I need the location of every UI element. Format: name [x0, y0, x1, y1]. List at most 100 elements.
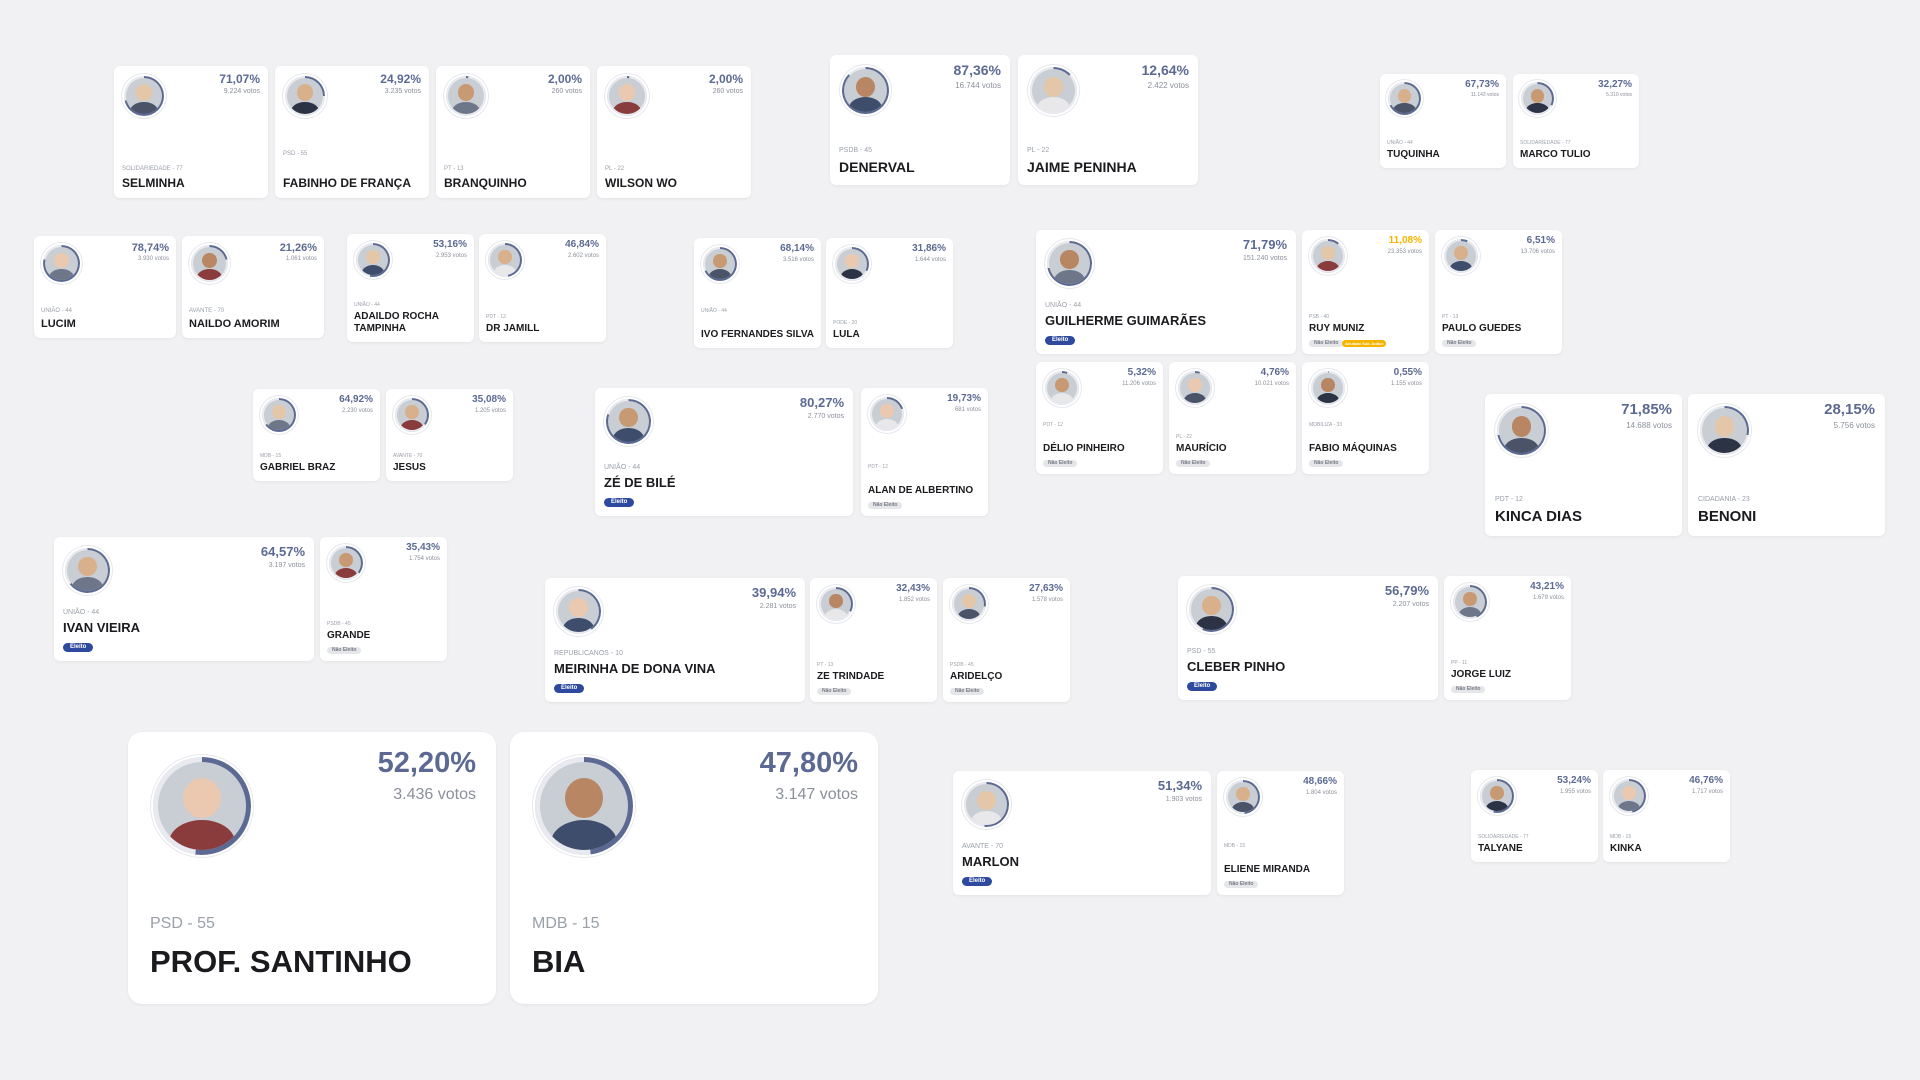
party-number: MDB - 15	[1224, 843, 1246, 849]
photo-face	[829, 594, 843, 609]
candidate-card-drjamill[interactable]: 46,84% 2.602 votos DR JAMILL PDT - 12	[479, 234, 606, 342]
candidate-card-lucim[interactable]: 78,74% 3.930 votos LUCIM UNIÃO - 44	[34, 236, 176, 338]
party-number: MDB - 15	[1610, 834, 1632, 840]
photo-face	[366, 250, 380, 265]
vote-share-ring	[1497, 406, 1546, 455]
vote-share-ring	[703, 247, 737, 281]
photo-placeholder	[954, 589, 984, 619]
candidate-card-trindade[interactable]: 32,43% 1.852 votos Não Eleito ZE TRINDADE PT…	[810, 578, 937, 702]
photo-face	[1321, 378, 1335, 393]
photo-shirt	[849, 97, 882, 112]
photo-shirt	[1053, 270, 1086, 284]
candidate-name: PAULO GUEDES	[1442, 323, 1522, 334]
photo-shirt	[1458, 606, 1482, 617]
candidate-card-kinka[interactable]: 46,76% 1.717 votos KINKA MDB - 15	[1603, 770, 1730, 862]
candidate-photo	[1480, 779, 1514, 813]
vote-count: 10.021 votos	[1254, 381, 1289, 387]
vote-share-ring	[285, 76, 325, 116]
candidate-card-grande[interactable]: 35,43% 1.754 votos Não Eleito GRANDE PSDB - …	[320, 537, 447, 661]
photo-face	[1531, 89, 1544, 103]
candidate-card-marlon[interactable]: 51,34% 1.903 votos Eleito MARLON AVANTE - 70	[953, 771, 1211, 895]
candidate-card-mauricio[interactable]: 4,76% 10.021 votos Não Eleito MAURÍCIO PL - …	[1169, 362, 1296, 474]
vote-percentage: 24,92%	[380, 72, 421, 86]
candidate-card-selminha[interactable]: 71,07% 9.224 votos SELMINHA SOLIDARIEDADE -…	[114, 66, 268, 198]
candidate-name: DENERVAL	[839, 159, 915, 176]
vote-count: 2.953 votos	[435, 253, 467, 259]
vote-count: 2.281 votos	[759, 603, 796, 610]
candidate-card-bia[interactable]: 47,80% 3.147 votos BIA MDB - 15	[510, 732, 878, 1004]
photo-placeholder	[448, 78, 484, 114]
photo-placeholder	[1702, 408, 1747, 453]
eleito-badge: Eleito	[63, 643, 94, 652]
candidate-card-guilherme[interactable]: 71,79% 151.240 votos Eleito GUILHERME GUIMA…	[1036, 230, 1296, 354]
candidate-photo	[1311, 371, 1345, 405]
candidate-name: CLEBER PINHO	[1187, 659, 1286, 675]
photo-placeholder	[844, 69, 887, 112]
candidate-card-naildo[interactable]: 21,26% 1.061 votos NAILDO AMORIM AVANTE - 7…	[182, 236, 324, 338]
candidate-card-tuquinha[interactable]: 67,73% 11.143 votos TUQUINHA UNIÃO - 44	[1380, 74, 1506, 168]
candidate-card-zedebile[interactable]: 80,27% 2.770 votos Eleito ZÉ DE BILÉ UNIÃO -…	[595, 388, 853, 516]
candidate-card-meirinha[interactable]: 39,94% 2.281 votos Eleito MEIRINHA DE DONA …	[545, 578, 805, 702]
candidate-card-branquinho[interactable]: 2,00% 260 votos BRANQUINHO PT - 13	[436, 66, 590, 198]
photo-placeholder	[45, 247, 78, 280]
vote-percentage: 87,36%	[953, 62, 1001, 78]
vote-share-ring	[606, 399, 651, 444]
candidate-card-ivan[interactable]: 64,57% 3.197 votos Eleito IVAN VIEIRA UNIÃO …	[54, 537, 314, 661]
vote-percentage: 2,00%	[547, 72, 582, 86]
photo-shirt	[400, 419, 424, 430]
candidate-card-benoni[interactable]: 28,15% 5.756 votos BENONI CIDADANIA - 23	[1688, 394, 1885, 536]
candidate-photo	[446, 76, 486, 116]
candidate-card-kinca[interactable]: 71,85% 14.688 votos KINCA DIAS PDT - 12	[1485, 394, 1682, 536]
party-number: MDB - 15	[260, 453, 282, 459]
candidate-name: TUQUINHA	[1387, 149, 1440, 160]
eleito-badge: Eleito	[1045, 336, 1076, 345]
candidate-photo	[1030, 67, 1077, 114]
candidate-card-fabio[interactable]: 0,55% 1.155 votos Não Eleito FABIO MÁQUINAS…	[1302, 362, 1429, 474]
candidate-card-paulo[interactable]: 6,51% 13.706 votos Não Eleito PAULO GUEDES P…	[1435, 230, 1562, 354]
candidate-card-cleber[interactable]: 56,79% 2.207 votos Eleito CLEBER PINHO PSD -…	[1178, 576, 1438, 700]
candidate-name: FABINHO DE FRANÇA	[283, 175, 411, 190]
vote-count: 14.688 votos	[1626, 421, 1672, 430]
photo-shirt	[708, 268, 732, 279]
candidate-card-jesus[interactable]: 35,08% 1.205 votos JESUS AVANTE - 70	[386, 389, 513, 481]
candidate-card-lula[interactable]: 31,86% 1.644 votos LULA PODE - 20	[826, 238, 953, 348]
candidate-card-ivo[interactable]: 68,14% 3.516 votos IVO FERNANDES SILVA UNIÃ…	[694, 238, 821, 348]
candidate-card-jorge[interactable]: 43,21% 1.679 votos Não Eleito JORGE LUIZ PP …	[1444, 576, 1571, 700]
candidate-name: LUCIM	[41, 317, 76, 330]
photo-placeholder	[490, 245, 520, 275]
candidate-card-eliene[interactable]: 48,66% 1.804 votos Não Eleito ELIENE MIRAND…	[1217, 771, 1344, 895]
candidate-card-wilson[interactable]: 2,00% 260 votos WILSON WO PL - 22	[597, 66, 751, 198]
eleito-badge: Eleito	[962, 877, 993, 886]
party-number: PDT - 12	[1043, 422, 1063, 428]
candidate-name: WILSON WO	[605, 175, 677, 190]
candidate-photo	[1189, 587, 1234, 632]
photo-shirt	[1485, 800, 1509, 811]
photo-face	[845, 254, 859, 269]
candidate-card-alan[interactable]: 19,73% 681 votos Não Eleito ALAN DE ALBERTI…	[861, 388, 988, 516]
photo-placeholder	[1499, 408, 1544, 453]
vote-count: 1.955 votos	[1559, 789, 1591, 795]
photo-shirt	[562, 618, 595, 632]
nao-eleito-badge: Não Eleito	[1451, 686, 1486, 693]
candidate-card-denerval[interactable]: 87,36% 16.744 votos DENERVAL PSDB - 45	[830, 55, 1010, 185]
vote-count: 1.061 votos	[285, 256, 317, 262]
candidate-card-adaildo[interactable]: 53,16% 2.953 votos ADAILDO ROCHA TAMPINHA U…	[347, 234, 474, 342]
party-number: PODE - 20	[833, 320, 858, 326]
photo-placeholder	[821, 589, 851, 619]
vote-share-ring	[1047, 241, 1092, 286]
candidate-name: ARIDELÇO	[950, 671, 1003, 682]
vote-percentage: 2,00%	[708, 72, 743, 86]
candidate-card-santinho[interactable]: 52,20% 3.436 votos PROF. SANTINHO PSD - 55	[128, 732, 496, 1004]
candidate-card-marco[interactable]: 32,27% 5.310 votos MARCO TULIO SOLIDARIEDAD…	[1513, 74, 1639, 168]
candidate-card-talyane[interactable]: 53,24% 1.955 votos TALYANE SOLIDARIEDADE - …	[1471, 770, 1598, 862]
candidate-card-jaime[interactable]: 12,64% 2.422 votos JAIME PENINHA PL - 22	[1018, 55, 1198, 185]
candidate-card-ruy[interactable]: 11,08% 23.353 votos Não Eleito Anulado Sub …	[1302, 230, 1429, 354]
vote-count: 151.240 votos	[1243, 255, 1287, 262]
candidate-card-delio[interactable]: 5,32% 11.206 votos Não Eleito DÉLIO PINHEIR…	[1036, 362, 1163, 474]
candidate-card-fabinho[interactable]: 24,92% 3.235 votos FABINHO DE FRANÇA PSD - …	[275, 66, 429, 198]
vote-percentage: 64,92%	[339, 394, 373, 405]
candidate-card-aridelco[interactable]: 27,63% 1.578 votos Não Eleito ARIDELÇO PSDB …	[943, 578, 1070, 702]
candidate-card-gabriel[interactable]: 64,92% 2.230 votos GABRIEL BRAZ MDB - 15	[253, 389, 380, 481]
photo-placeholder	[705, 249, 735, 279]
photo-shirt	[1393, 103, 1416, 113]
